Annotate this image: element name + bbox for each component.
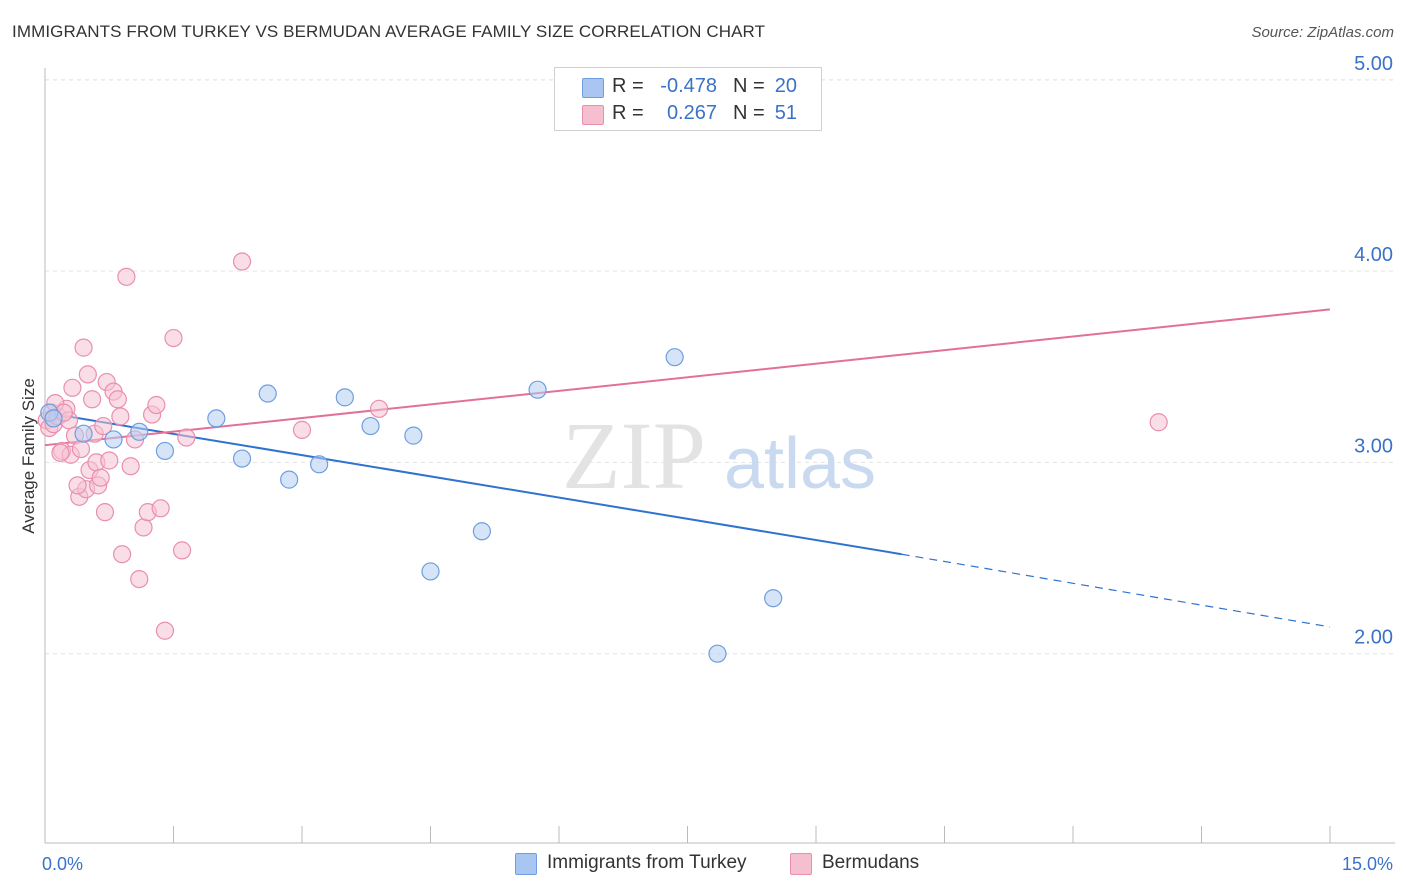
- data-point: [335, 388, 354, 407]
- y-tick-label: 5.00: [1354, 53, 1393, 75]
- data-point: [147, 395, 166, 415]
- data-point: [71, 439, 91, 459]
- legend-n-label: N =: [733, 102, 765, 124]
- data-point: [74, 424, 93, 443]
- data-point: [95, 503, 115, 522]
- data-point: [134, 518, 153, 537]
- data-point: [310, 455, 329, 474]
- data-point: [130, 422, 149, 441]
- data-point: [665, 348, 684, 367]
- trend-line-extension: [901, 553, 1331, 628]
- legend-n-label: N =: [733, 75, 765, 97]
- legend-n-value: 51: [774, 102, 797, 124]
- legend-swatch-turkey: [515, 853, 537, 875]
- watermark-atlas: atlas: [724, 424, 876, 504]
- data-point: [177, 428, 196, 447]
- axes: [44, 68, 1395, 844]
- y-axis-label: Average Family Size: [19, 378, 38, 534]
- data-point: [117, 267, 136, 286]
- data-point: [1149, 413, 1168, 432]
- legend-r-value: 0.267: [666, 102, 717, 124]
- data-points: [37, 252, 1168, 663]
- data-point: [91, 468, 110, 487]
- data-point: [280, 470, 299, 489]
- data-point: [172, 541, 192, 560]
- data-point: [121, 457, 140, 476]
- data-point: [361, 416, 380, 436]
- y-tick-label: 3.00: [1354, 435, 1393, 457]
- data-point: [421, 562, 440, 581]
- data-point: [232, 449, 252, 468]
- x-tick-label: 15.0%: [1342, 854, 1393, 874]
- y-tick-label: 4.00: [1354, 244, 1393, 266]
- data-point: [404, 426, 423, 445]
- data-point: [155, 441, 175, 461]
- chart-title: IMMIGRANTS FROM TURKEY VS BERMUDAN AVERA…: [12, 22, 766, 41]
- data-point: [708, 644, 727, 663]
- y-tick-label: 2.00: [1354, 627, 1393, 649]
- watermark: ZIP atlas: [562, 402, 876, 509]
- data-point: [258, 384, 277, 403]
- data-point: [78, 365, 97, 384]
- legend-swatch-bermudans: [790, 853, 812, 875]
- data-point: [68, 476, 87, 495]
- data-point: [112, 545, 132, 564]
- data-point: [151, 499, 170, 518]
- data-point: [51, 443, 70, 462]
- data-point: [155, 621, 175, 640]
- data-point: [232, 252, 252, 271]
- x-tick-label: 0.0%: [42, 854, 83, 874]
- legend-r-label: R =: [612, 102, 644, 124]
- data-point: [472, 522, 491, 541]
- source-label: Source: ZipAtlas.com: [1251, 24, 1394, 41]
- legend-r-label: R =: [612, 75, 644, 97]
- data-point: [764, 589, 783, 608]
- data-point: [83, 390, 102, 409]
- correlation-legend: R = -0.478 N = 20 R = 0.267 N = 51: [554, 67, 822, 131]
- data-point: [111, 407, 130, 426]
- tick-labels: 2.00 3.00 4.00 5.00 0.0% 15.0%: [42, 53, 1393, 874]
- legend-row-turkey: R = -0.478 N = 20: [555, 75, 821, 101]
- watermark-zip: ZIP: [562, 402, 706, 509]
- legend-swatch-bermudans: [582, 105, 604, 125]
- legend-n-value: 20: [774, 75, 797, 97]
- data-point: [44, 409, 63, 428]
- data-point: [104, 430, 123, 449]
- grid-lines: [45, 79, 1395, 655]
- legend-swatch-turkey: [582, 78, 604, 98]
- legend-r-value: -0.478: [660, 75, 717, 97]
- legend-row-bermudans: R = 0.267 N = 51: [555, 102, 821, 128]
- data-point: [164, 328, 183, 348]
- legend-label-turkey: Immigrants from Turkey: [547, 852, 747, 873]
- data-point: [74, 338, 93, 357]
- data-point: [130, 569, 149, 589]
- data-point: [370, 399, 389, 418]
- data-point: [108, 390, 127, 409]
- data-point: [528, 380, 547, 399]
- data-point: [207, 409, 226, 428]
- data-point: [94, 416, 113, 436]
- data-point: [292, 420, 312, 439]
- data-point: [63, 378, 82, 397]
- legend-label-bermudans: Bermudans: [822, 852, 920, 873]
- trend-line: [44, 308, 1331, 447]
- series-legend: Immigrants from Turkey Bermudans: [0, 851, 1406, 879]
- data-point: [100, 451, 119, 470]
